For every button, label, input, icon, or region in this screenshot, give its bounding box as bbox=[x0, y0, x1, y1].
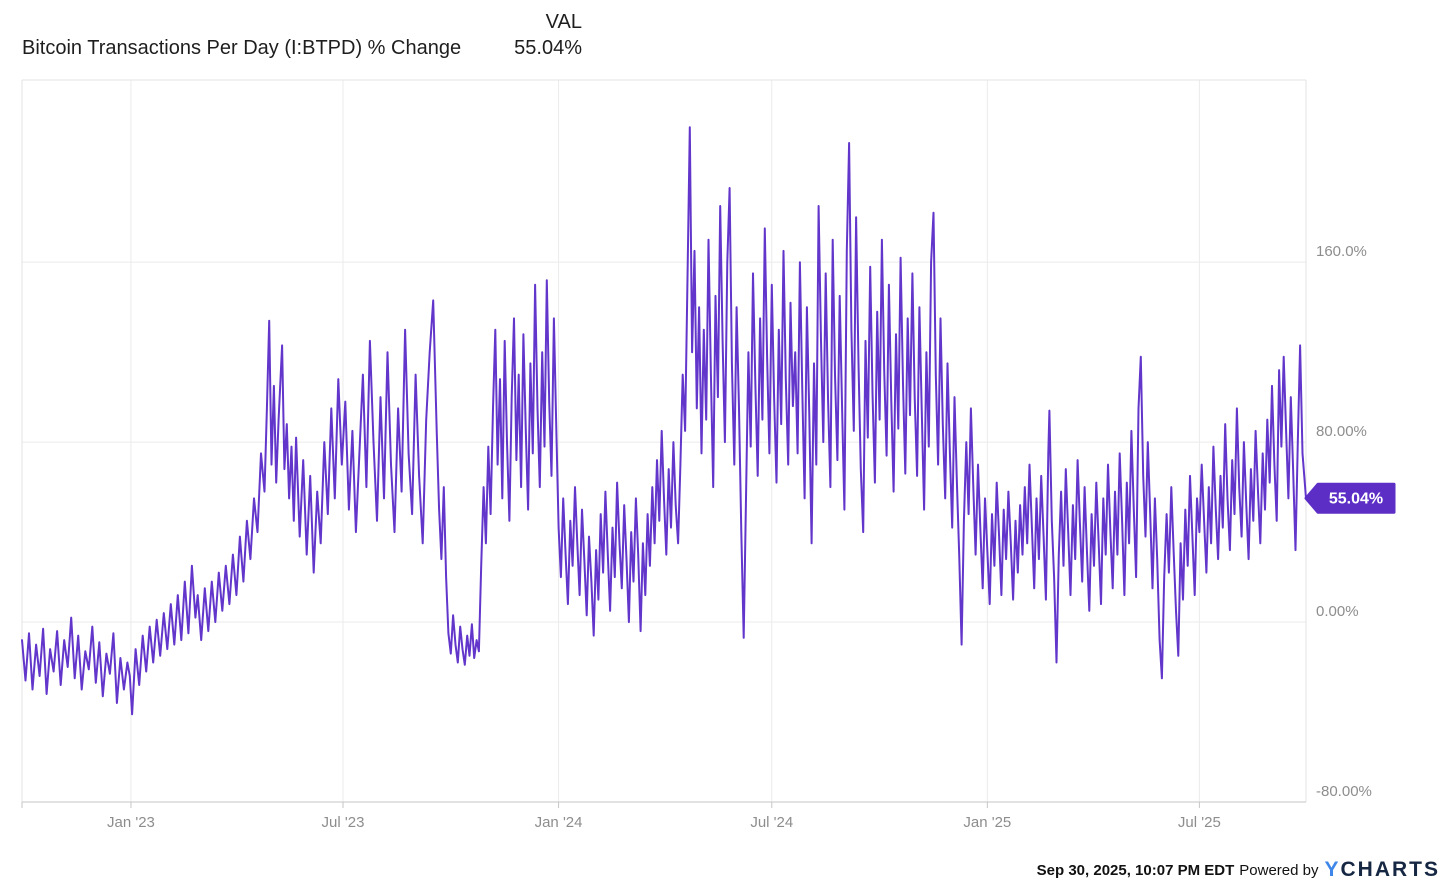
x-axis-tick-label: Jan '25 bbox=[963, 814, 1012, 831]
val-column-header: VAL bbox=[545, 11, 582, 33]
current-value-badge bbox=[1304, 482, 1396, 514]
powered-by-label: Powered by bbox=[1239, 861, 1319, 879]
y-axis-tick-label: 80.00% bbox=[1316, 423, 1367, 441]
x-axis-tick-label: Jul '25 bbox=[1177, 814, 1221, 831]
x-axis-tick-label: Jul '24 bbox=[750, 814, 794, 831]
current-value-badge-text: 55.04% bbox=[1329, 490, 1383, 507]
ycharts-logo-y: Y bbox=[1324, 858, 1341, 881]
legend-value-column: VAL 55.04% bbox=[452, 10, 582, 60]
x-axis-tick-label: Jul '23 bbox=[321, 814, 365, 831]
y-axis-tick-label: 160.0% bbox=[1316, 243, 1367, 261]
y-axis-tick-label: 0.00% bbox=[1316, 603, 1359, 621]
data-series-line bbox=[21, 126, 1307, 716]
y-axis-tick-label: -80.00% bbox=[1316, 783, 1372, 800]
timestamp: Sep 30, 2025, 10:07 PM EDT bbox=[1036, 861, 1235, 879]
x-axis-tick-label: Jan '24 bbox=[534, 814, 583, 831]
ycharts-logo[interactable]: Y CHARTS bbox=[1324, 858, 1440, 882]
x-axis-tick-label: Jan '23 bbox=[106, 814, 155, 831]
ycharts-logo-text: CHARTS bbox=[1340, 858, 1440, 881]
page-title: Bitcoin Transactions Per Day (I:BTPD) % … bbox=[22, 37, 462, 59]
current-value: 55.04% bbox=[514, 37, 582, 59]
